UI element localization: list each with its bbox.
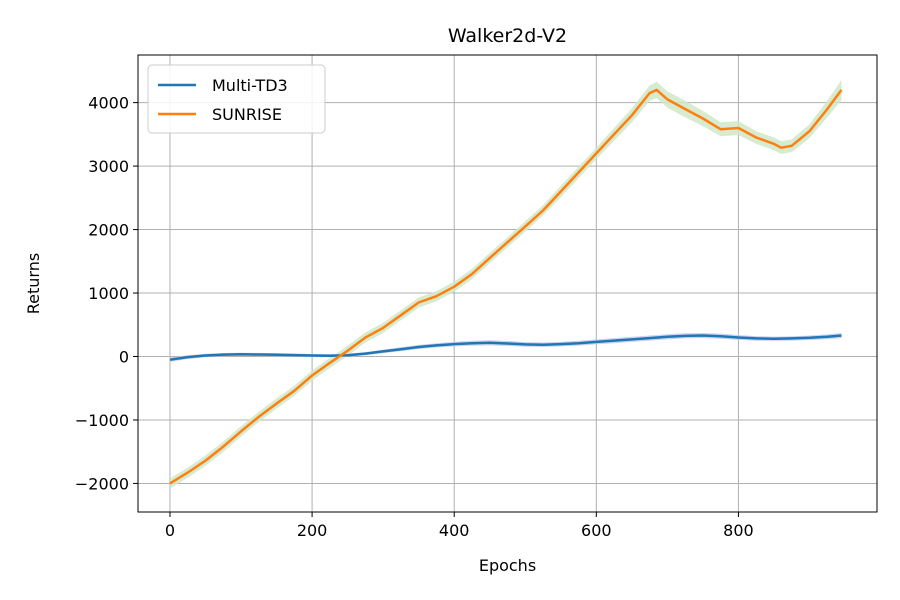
- legend-box: [147, 64, 326, 134]
- y-tick-label: −1000: [75, 411, 129, 430]
- chart-title: Walker2d-V2: [448, 25, 567, 47]
- x-axis-ticks: 0 200 400 600 800: [165, 512, 754, 540]
- series-line-1: [169, 88, 843, 485]
- x-tick-label: 200: [297, 521, 328, 540]
- legend-label-multi-td3: Multi-TD3: [212, 76, 288, 95]
- x-axis-label: Epochs: [479, 556, 536, 575]
- legend: Multi-TD3 SUNRISE: [147, 64, 326, 134]
- x-tick-label: 0: [165, 521, 175, 540]
- legend-label-sunrise: SUNRISE: [212, 105, 282, 124]
- y-tick-label: 4000: [88, 94, 129, 113]
- x-tick-label: 800: [723, 521, 754, 540]
- series-line-0: [169, 334, 842, 361]
- x-tick-label: 600: [581, 521, 612, 540]
- x-tick-label: 400: [439, 521, 470, 540]
- y-tick-label: 2000: [88, 221, 129, 240]
- y-axis-ticks: −2000 −1000 0 1000 2000 3000 4000: [75, 94, 138, 493]
- series-lines: [169, 88, 843, 485]
- y-axis-label: Returns: [24, 253, 43, 314]
- plot-frame: [137, 54, 878, 513]
- y-tick-label: 1000: [88, 284, 129, 303]
- y-tick-label: 0: [119, 347, 129, 366]
- y-tick-label: 3000: [88, 157, 129, 176]
- y-tick-label: −2000: [75, 474, 129, 493]
